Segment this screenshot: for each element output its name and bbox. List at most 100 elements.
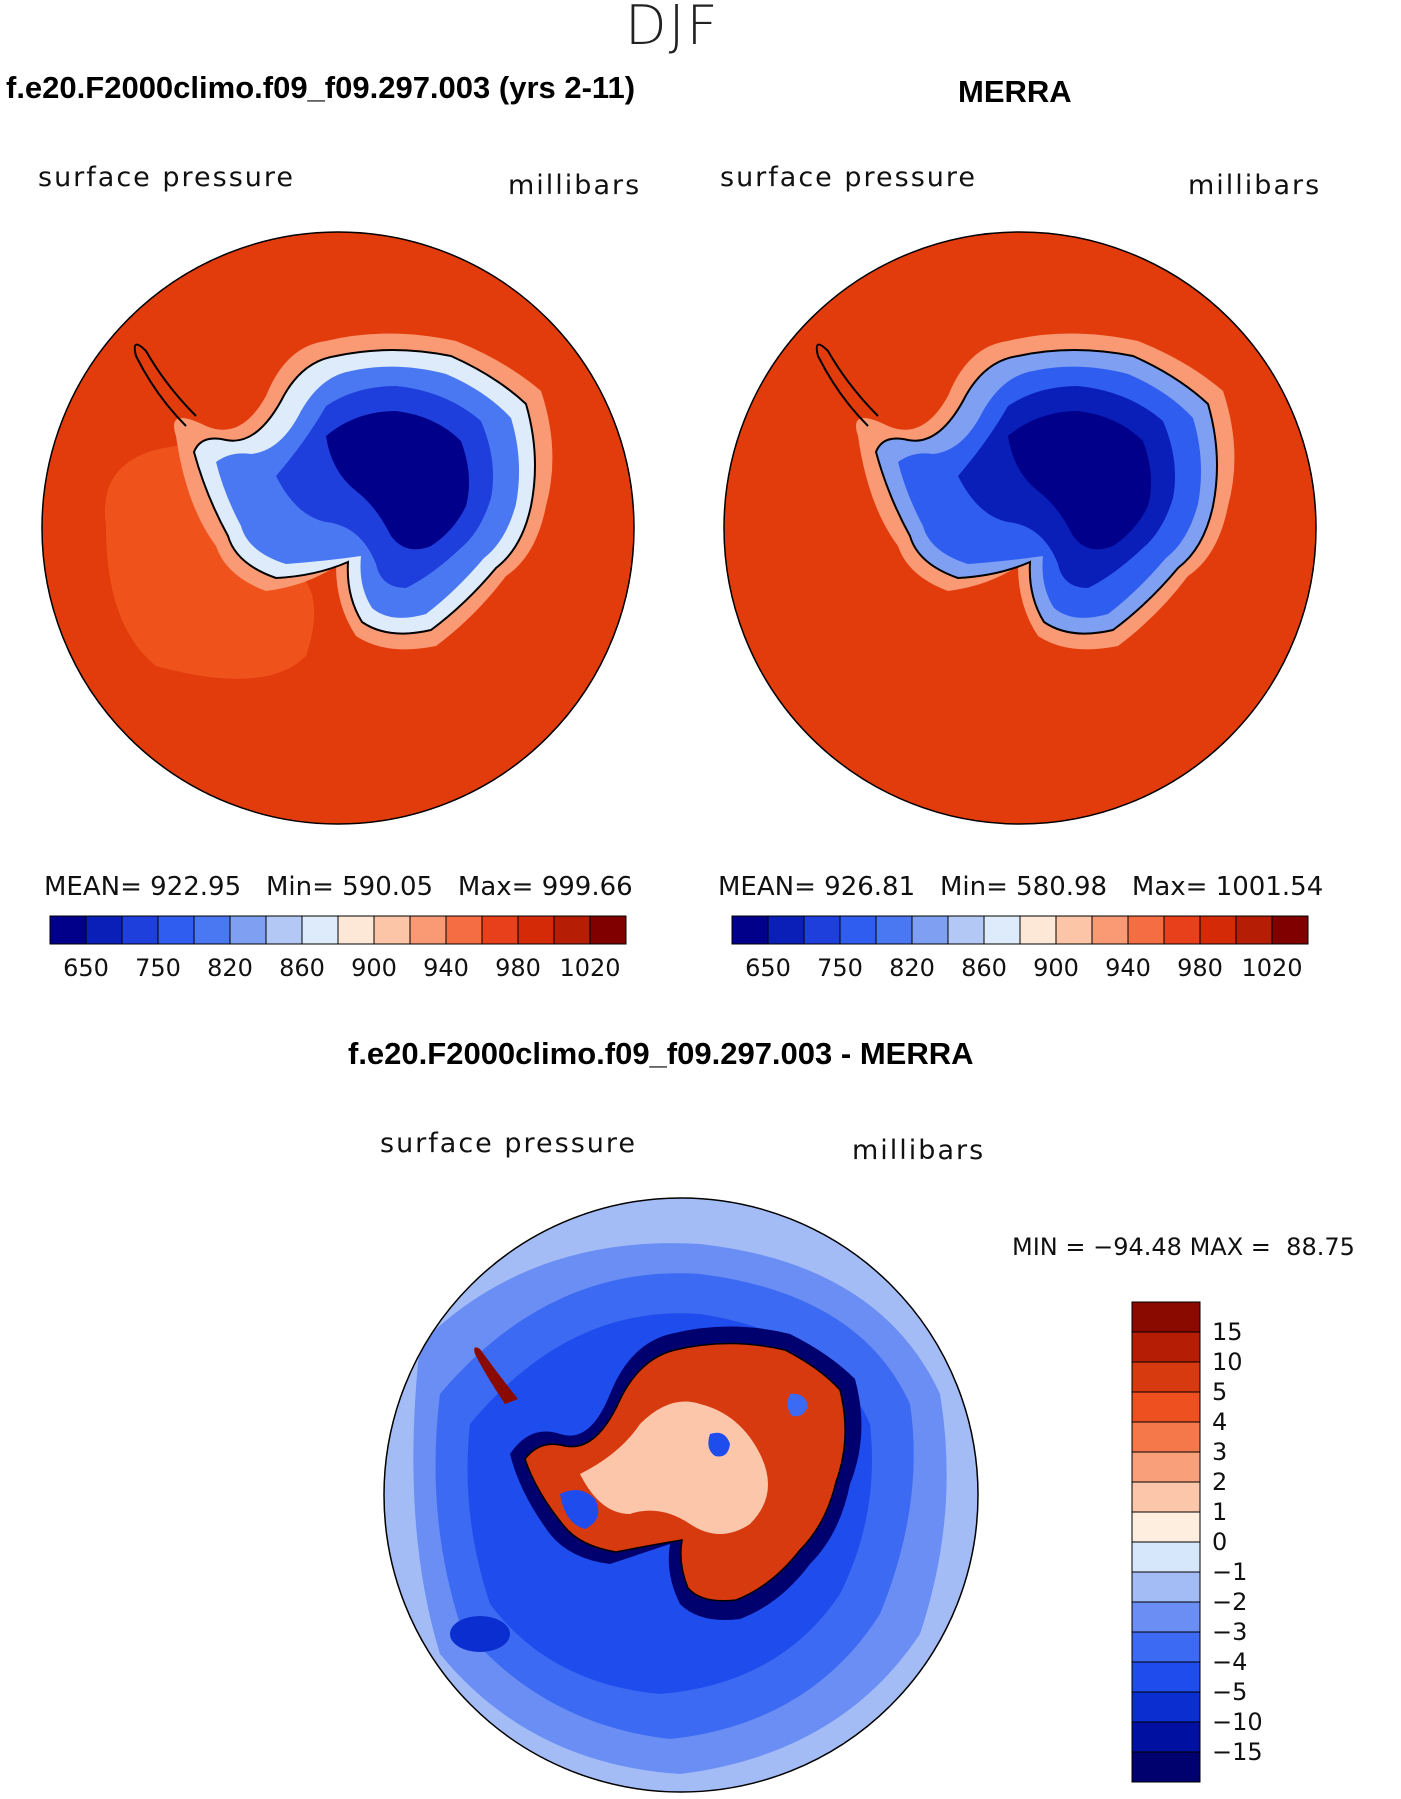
colorbar-swatch bbox=[1131, 1631, 1201, 1663]
colorbar-tick-label: 980 bbox=[1177, 954, 1223, 982]
colorbar-swatch bbox=[875, 915, 913, 945]
colorbar-tick-label: 940 bbox=[1105, 954, 1151, 982]
diff-max-value: 88.75 bbox=[1286, 1233, 1355, 1261]
colorbar-swatch bbox=[731, 915, 769, 945]
colorbar-tick-label: 650 bbox=[745, 954, 791, 982]
diff-negative-blob-c bbox=[787, 1393, 808, 1417]
obs-min-label: Min= bbox=[939, 872, 1008, 902]
colorbar-swatch bbox=[1131, 1721, 1201, 1753]
colorbar-swatch bbox=[983, 915, 1021, 945]
colorbar-tick-label: 650 bbox=[63, 954, 109, 982]
diff-max-label: MAX = bbox=[1189, 1233, 1271, 1261]
colorbar-swatch bbox=[301, 915, 339, 945]
diff-stats: MIN = −94.48 MAX = 88.75 bbox=[1012, 1233, 1355, 1261]
obs-mean-value: 926.81 bbox=[824, 872, 916, 902]
colorbar-swatch bbox=[481, 915, 519, 945]
obs-coastline bbox=[874, 349, 1218, 635]
colorbar-tick-label: 0 bbox=[1212, 1528, 1227, 1556]
colorbar-swatch bbox=[803, 915, 841, 945]
model-plateau-core bbox=[326, 411, 470, 550]
colorbar-tick-label: 1020 bbox=[1241, 954, 1302, 982]
colorbar-swatch bbox=[1199, 915, 1237, 945]
colorbar-tick-label: −15 bbox=[1212, 1738, 1263, 1766]
obs-map-boundary bbox=[723, 231, 1317, 825]
model-min-label: Min= bbox=[265, 872, 334, 902]
colorbar-swatch bbox=[1131, 1571, 1201, 1603]
colorbar-swatch bbox=[947, 915, 985, 945]
colorbar-tick-label: −10 bbox=[1212, 1708, 1263, 1736]
colorbar-tick-label: 1 bbox=[1212, 1498, 1227, 1526]
model-min-value: 590.05 bbox=[342, 872, 434, 902]
diff-variable-label: surface pressure bbox=[380, 1128, 637, 1159]
model-map-boundary bbox=[41, 231, 635, 825]
season-title: DJF bbox=[625, 0, 720, 57]
diff-negative-blob-a bbox=[560, 1490, 599, 1529]
colorbar-swatch bbox=[445, 915, 483, 945]
colorbar-tick-label: 1020 bbox=[559, 954, 620, 982]
colorbar-tick-label: 820 bbox=[889, 954, 935, 982]
model-units-label: millibars bbox=[508, 170, 642, 201]
colorbar-tick-label: 4 bbox=[1212, 1408, 1227, 1436]
obs-map bbox=[723, 231, 1317, 825]
colorbar-swatch bbox=[1131, 1481, 1201, 1513]
colorbar-tick-label: −4 bbox=[1212, 1648, 1247, 1676]
colorbar-tick-label: 15 bbox=[1212, 1318, 1243, 1346]
colorbar-tick-label: 860 bbox=[279, 954, 325, 982]
colorbar-tick-label: 10 bbox=[1212, 1348, 1243, 1376]
colorbar-swatch bbox=[265, 915, 303, 945]
model-max-label: Max= bbox=[457, 872, 534, 902]
colorbar-swatch bbox=[1055, 915, 1093, 945]
obs-colorbar: 650 750 820 860 900 940 980 1020 bbox=[731, 915, 1309, 982]
colorbar-tick-label: −2 bbox=[1212, 1588, 1247, 1616]
colorbar-swatch bbox=[409, 915, 447, 945]
obs-max-label: Max= bbox=[1131, 872, 1208, 902]
model-panel-title: f.e20.F2000climo.f09_f09.297.003 (yrs 2-… bbox=[6, 70, 636, 105]
colorbar-swatch bbox=[1235, 915, 1273, 945]
colorbar-tick-label: −5 bbox=[1212, 1678, 1247, 1706]
colorbar-swatch bbox=[517, 915, 555, 945]
colorbar-swatch bbox=[1091, 915, 1129, 945]
colorbar-swatch bbox=[1131, 1661, 1201, 1693]
colorbar-tick-label: 980 bbox=[495, 954, 541, 982]
colorbar-tick-label: 820 bbox=[207, 954, 253, 982]
colorbar-tick-label: 750 bbox=[817, 954, 863, 982]
colorbar-tick-label: −3 bbox=[1212, 1618, 1247, 1646]
colorbar-swatch bbox=[1131, 1331, 1201, 1363]
colorbar-swatch bbox=[1271, 915, 1309, 945]
colorbar-swatch bbox=[229, 915, 267, 945]
colorbar-swatch bbox=[1131, 1391, 1201, 1423]
diff-negative-blob-b bbox=[708, 1432, 730, 1457]
model-colorbar: 650 750 820 860 900 940 980 1020 bbox=[49, 915, 627, 982]
colorbar-swatch bbox=[1131, 1421, 1201, 1453]
colorbar-swatch bbox=[1019, 915, 1057, 945]
model-mean-value: 922.95 bbox=[150, 872, 242, 902]
colorbar-tick-label: 860 bbox=[961, 954, 1007, 982]
diff-min-label: MIN = bbox=[1012, 1233, 1086, 1261]
obs-peninsula-outline bbox=[815, 343, 879, 427]
colorbar-swatch bbox=[49, 915, 87, 945]
model-max-value: 999.66 bbox=[541, 872, 633, 902]
colorbar-swatch bbox=[1131, 1361, 1201, 1393]
colorbar-swatch bbox=[1131, 1751, 1201, 1783]
colorbar-swatch bbox=[1131, 1541, 1201, 1573]
colorbar-tick-label: 3 bbox=[1212, 1438, 1227, 1466]
model-variable-label: surface pressure bbox=[38, 162, 295, 193]
obs-units-label: millibars bbox=[1188, 170, 1322, 201]
obs-stats: MEAN= 926.81 Min= 580.98 Max= 1001.54 bbox=[718, 872, 1323, 902]
colorbar-swatch bbox=[157, 915, 195, 945]
diff-ocean-low bbox=[450, 1616, 510, 1652]
colorbar-tick-label: 940 bbox=[423, 954, 469, 982]
colorbar-tick-label: 900 bbox=[351, 954, 397, 982]
diff-units-label: millibars bbox=[852, 1135, 986, 1166]
colorbar-swatch bbox=[589, 915, 627, 945]
obs-mean-label: MEAN= bbox=[718, 872, 816, 902]
diff-map bbox=[383, 1197, 979, 1793]
colorbar-swatch bbox=[193, 915, 231, 945]
model-warm-lobe bbox=[104, 446, 315, 679]
obs-max-value: 1001.54 bbox=[1215, 872, 1324, 902]
obs-panel-title: MERRA bbox=[958, 74, 1072, 109]
colorbar-swatch bbox=[1131, 1691, 1201, 1723]
diff-map-boundary bbox=[383, 1197, 979, 1793]
colorbar-tick-label: 5 bbox=[1212, 1378, 1227, 1406]
